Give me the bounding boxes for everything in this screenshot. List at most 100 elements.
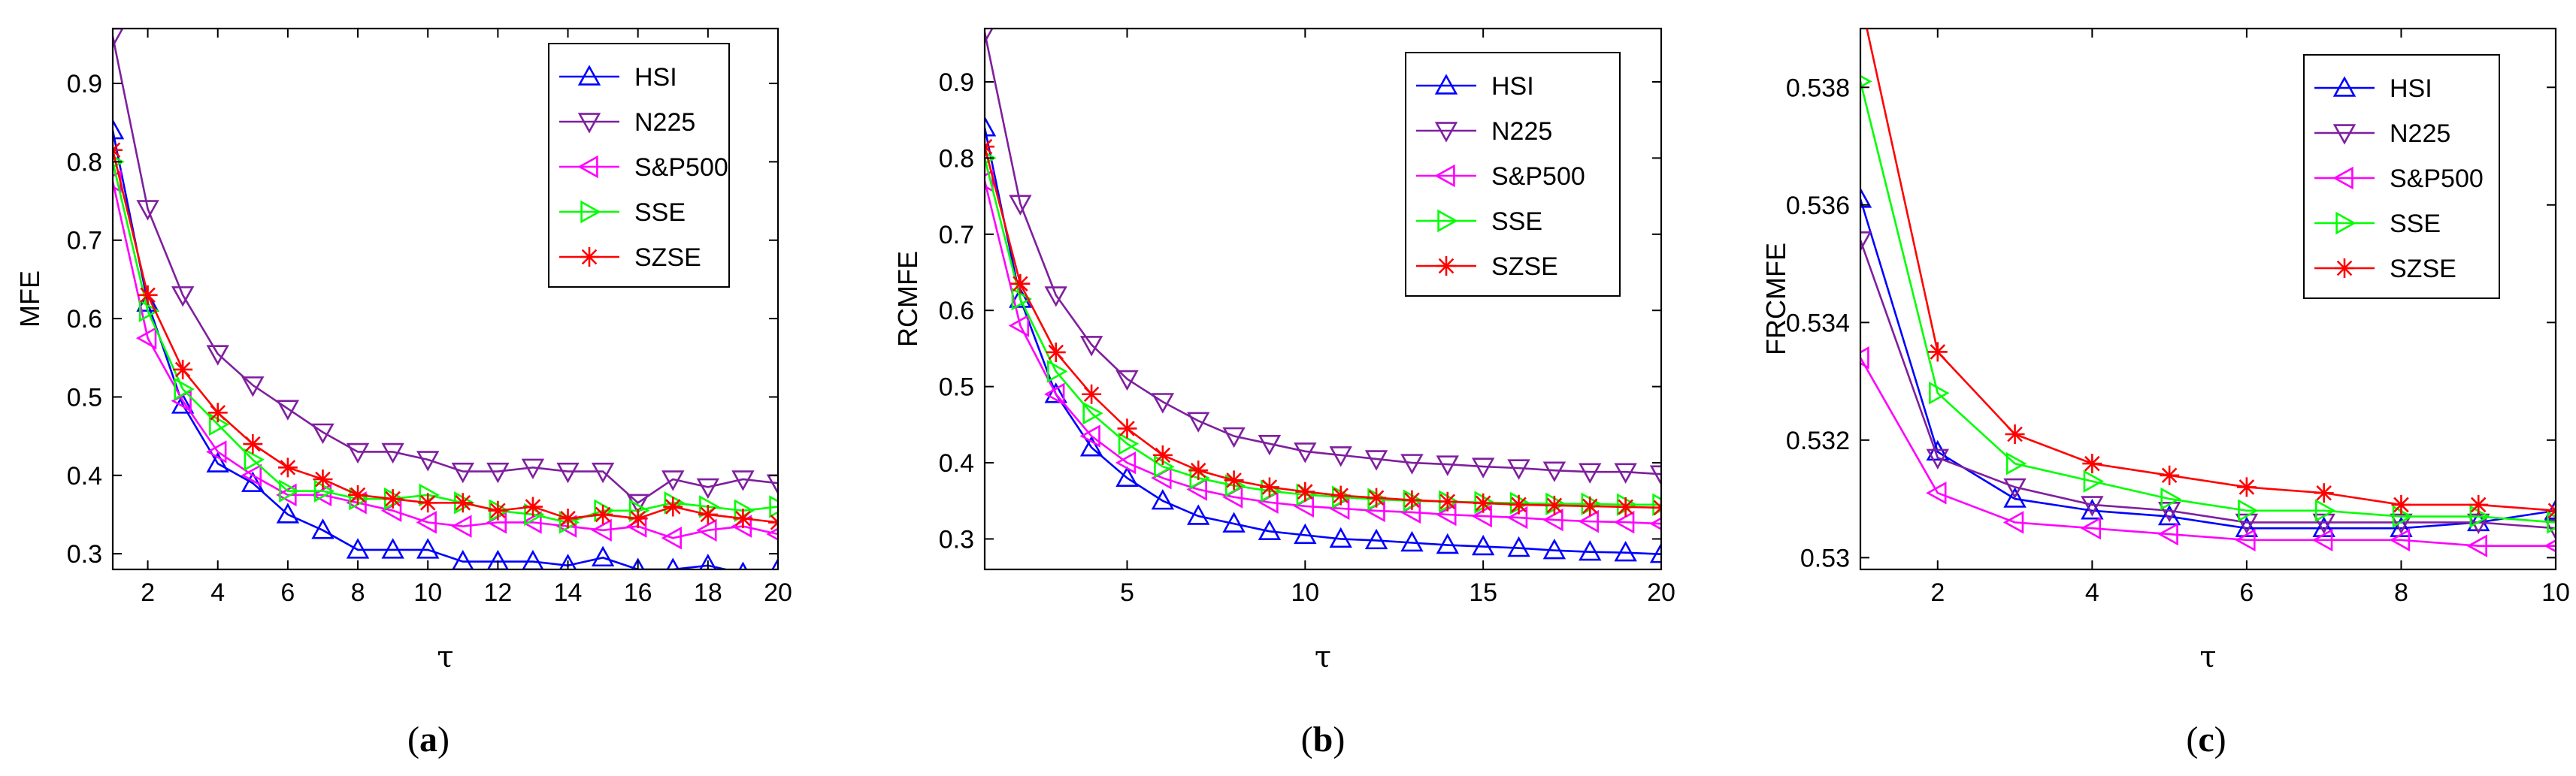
data-point [113,29,124,49]
data-point [418,493,438,513]
data-point [1580,496,1600,516]
data-point [381,442,404,464]
data-point [276,400,300,421]
legend-label: HSI [1491,72,1534,101]
y-tick-label: 0.536 [1786,192,1850,220]
data-point [2390,516,2413,537]
data-point [699,554,717,569]
data-point [1507,536,1530,557]
data-point [1615,497,1636,517]
legend-label: HSI [2390,74,2432,103]
y-tick-label: 0.4 [67,462,102,491]
data-point [453,493,473,513]
x-tick-label: 5 [1120,578,1134,607]
series-line-hsi [1860,198,2556,530]
series-group [985,29,1661,563]
data-point [1400,454,1424,475]
data-point [2238,499,2259,522]
legend-marker [1437,209,1458,233]
legend: HSI N225 S&P500 SSE SZSE [2303,54,2500,299]
legend-label: N225 [634,108,695,137]
data-point [2157,504,2181,526]
data-point [985,169,994,193]
data-point [2466,534,2487,557]
data-point [346,442,370,464]
data-point [206,440,227,463]
data-point [985,116,997,137]
y-tick-label: 0.7 [67,227,102,255]
data-point [591,545,615,567]
data-point [113,118,125,140]
data-point [1258,519,1282,540]
data-point [1118,432,1140,455]
data-point [2157,522,2178,546]
data-point [241,463,262,487]
data-point [2236,477,2257,497]
data-point [591,518,612,542]
data-point [696,478,720,500]
data-point [1082,401,1103,425]
data-point [1079,336,1103,357]
data-point [1115,466,1139,488]
data-point [2235,528,2256,552]
x-tick-label: 8 [351,578,365,607]
data-point [1188,460,1209,481]
data-point [1187,412,1210,433]
y-axis-label: MFE [14,270,45,328]
data-point [1614,541,1637,562]
legend-label: SSE [634,198,686,227]
y-tick-label: 0.8 [67,148,102,177]
data-point [521,511,542,534]
data-point [738,561,748,569]
series-line-sp500 [985,180,1661,525]
x-tick-label: 12 [483,578,512,607]
data-point [313,470,333,489]
x-tick-label: 6 [2239,578,2254,607]
data-point [2002,511,2024,534]
legend-marker [580,200,601,224]
y-tick-label: 0.3 [67,540,102,569]
data-point [1079,424,1100,448]
legend-marker [1434,74,1458,95]
data-point [1151,489,1175,510]
legend-label: SSE [2390,210,2441,238]
data-point [663,497,683,517]
data-point [1860,231,1872,252]
data-point [1927,342,1948,362]
data-point [1115,451,1137,475]
data-point [209,412,230,436]
y-tick-label: 0.534 [1786,309,1850,337]
data-point [2081,499,2104,520]
data-point [522,497,543,517]
data-point [769,495,778,518]
data-point [1579,539,1602,561]
legend-marker [580,247,599,267]
y-tick-label: 0.3 [939,525,974,554]
x-tick-label: 4 [2085,578,2099,607]
data-point [244,448,265,472]
x-axis-label: τ [2199,640,2216,675]
series-line-n225 [113,36,778,504]
data-point [1579,463,1602,484]
data-point [1436,455,1459,476]
data-point [311,423,334,445]
data-point [207,403,228,423]
data-point [1008,314,1030,337]
data-point [416,511,437,534]
data-point [1224,470,1244,491]
data-point [1046,342,1066,362]
data-point [1926,448,1949,470]
data-point [1400,530,1424,552]
axes-box [1859,27,2557,571]
data-point [1329,446,1352,467]
data-point [771,557,778,569]
data-point [276,503,300,524]
y-tick-label: 0.532 [1786,427,1850,455]
data-point [381,538,404,559]
x-axis-label: τ [437,640,453,675]
data-point [1294,523,1317,545]
data-point [631,557,645,569]
data-point [591,462,615,484]
axes-box [111,27,779,571]
legend-marker [2332,124,2357,145]
